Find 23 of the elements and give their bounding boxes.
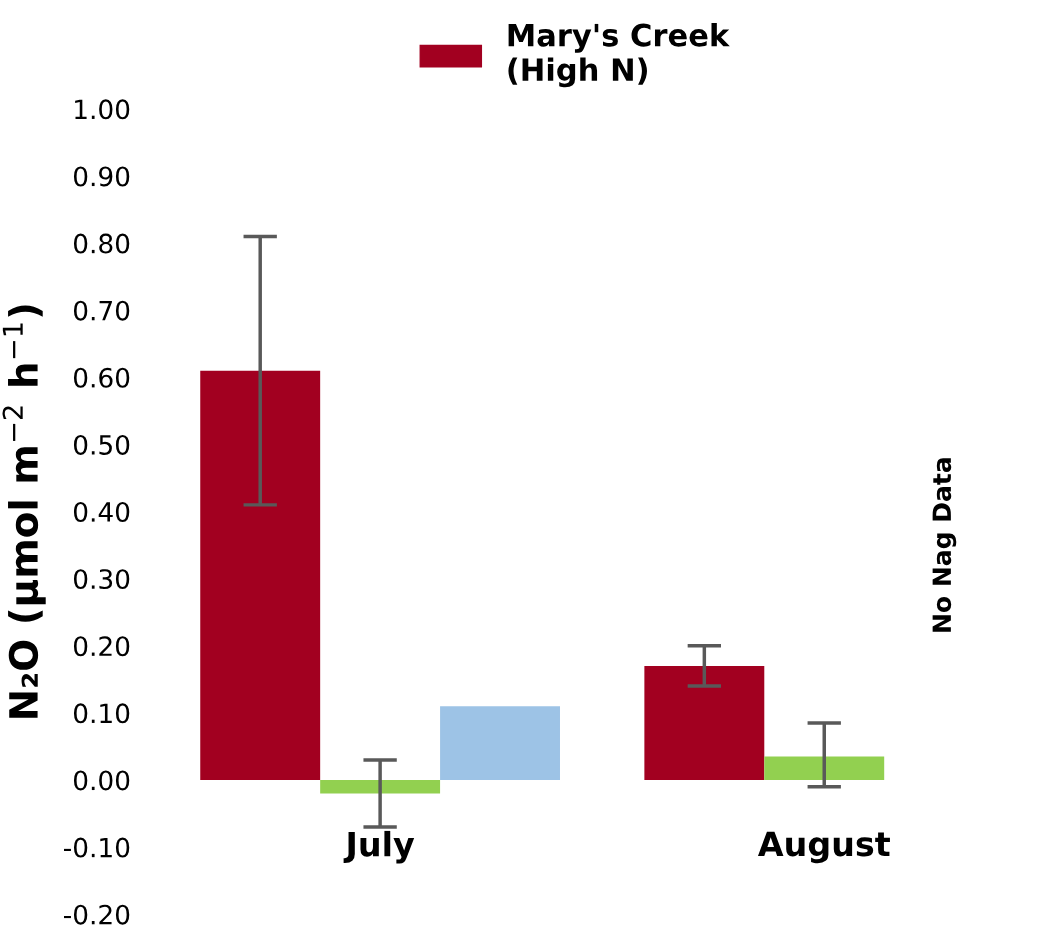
bar — [764, 756, 885, 781]
y-tick-label: 0.00 — [73, 770, 130, 791]
x-tick-label: July — [343, 830, 415, 864]
y-tick-label: 0.60 — [73, 367, 130, 388]
y-tick-label: 0.50 — [73, 434, 130, 455]
y-axis-title: N₂O (µmol m$^{−2}$ h$^{−1}$) — [2, 305, 46, 718]
bar — [440, 706, 560, 781]
y-tick-label: 0.30 — [73, 569, 130, 590]
annotation: No Nag Data — [932, 458, 957, 632]
bar — [200, 370, 321, 781]
y-tick-label: -0.20 — [64, 904, 130, 925]
bar — [320, 780, 441, 794]
y-tick-label: 0.70 — [73, 300, 130, 321]
y-tick-label: 0.80 — [73, 233, 130, 254]
legend-label: Mary's Creek (High N) — [508, 22, 730, 88]
y-tick-label: 0.40 — [73, 502, 130, 522]
bar — [644, 665, 765, 781]
y-tick-label: 0.10 — [73, 703, 130, 724]
y-tick-label: -0.10 — [64, 837, 130, 858]
y-tick-label: 0.90 — [73, 166, 130, 187]
x-tick-label: August — [757, 831, 890, 864]
y-tick-label: 1.00 — [75, 99, 130, 120]
y-tick-label: 0.20 — [73, 636, 130, 657]
